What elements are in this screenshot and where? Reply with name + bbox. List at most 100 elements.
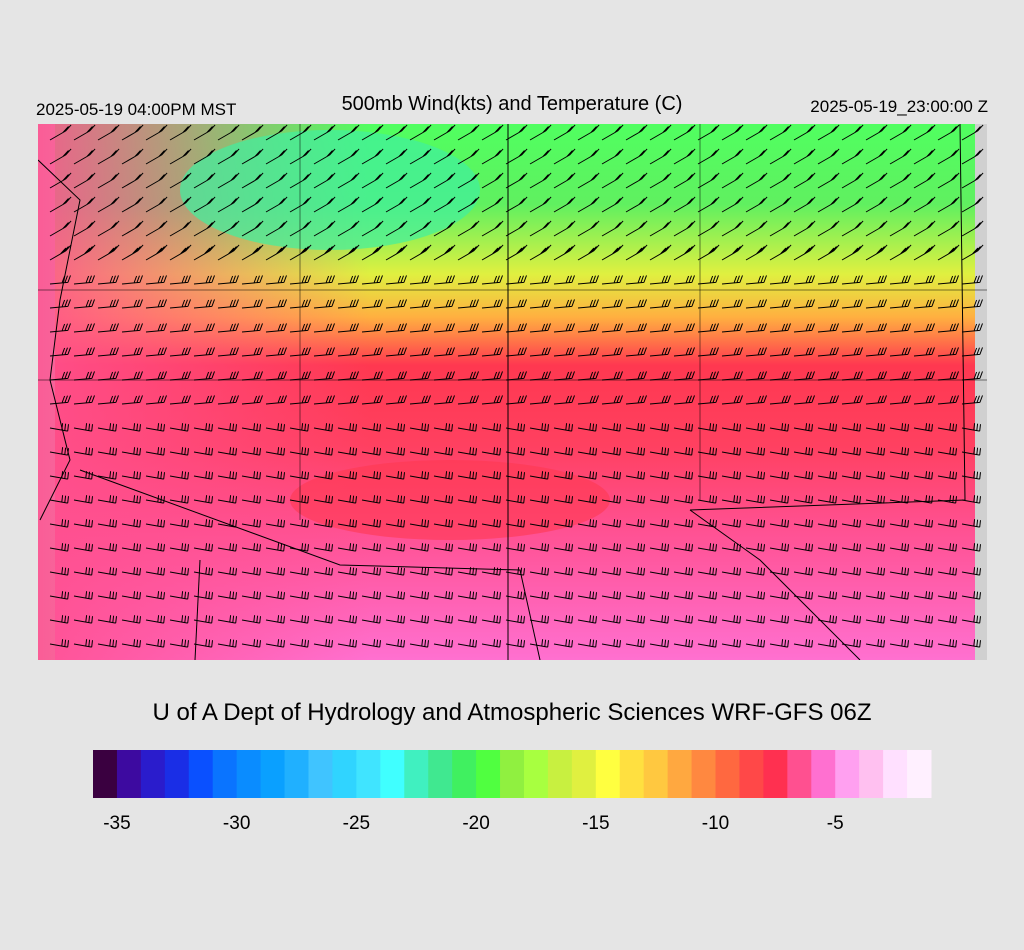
wind-barb <box>529 639 549 648</box>
wind-barb <box>577 591 597 600</box>
wind-barb <box>841 220 864 237</box>
wind-barb <box>241 172 264 189</box>
wind-barb <box>553 347 575 357</box>
wind-barb <box>265 275 287 285</box>
wind-barb <box>289 244 312 261</box>
colorbar-swatch <box>811 750 836 798</box>
wind-barb <box>313 543 333 552</box>
wind-barb <box>289 371 311 381</box>
colorbar-swatch <box>595 750 621 798</box>
wind-barb <box>889 244 912 261</box>
wind-barb <box>193 220 216 237</box>
colorbar-swatch <box>380 750 405 798</box>
wind-barb <box>937 347 959 357</box>
wind-barb <box>409 323 431 333</box>
wind-barb <box>49 323 71 333</box>
wind-barb <box>721 172 744 189</box>
wind-barb <box>961 371 983 381</box>
wind-barb <box>265 196 288 213</box>
wind-barb <box>937 299 959 309</box>
wind-barb <box>49 299 71 309</box>
wind-barb <box>481 371 503 381</box>
wind-barb <box>913 519 933 528</box>
wind-barb <box>121 447 141 456</box>
wind-barb <box>433 447 453 456</box>
wind-barb <box>697 395 719 405</box>
wind-barb <box>121 519 141 528</box>
wind-barb <box>73 196 96 213</box>
wind-barb <box>121 615 141 624</box>
wind-barb <box>841 567 861 576</box>
wind-barb <box>601 275 623 285</box>
wind-barb <box>49 639 69 648</box>
wind-barb <box>697 172 720 189</box>
wind-barb <box>577 172 600 189</box>
wind-barb <box>553 220 576 237</box>
wind-barb <box>625 124 648 141</box>
colorbar-swatch <box>763 750 788 798</box>
wind-barb <box>361 220 384 237</box>
wind-barb <box>361 275 383 285</box>
wind-barb <box>193 323 215 333</box>
wind-barb <box>433 615 453 624</box>
wind-barb <box>625 347 647 357</box>
wind-barb <box>457 423 477 432</box>
wind-barb <box>625 447 645 456</box>
wind-barb <box>193 447 213 456</box>
wind-barb <box>193 567 213 576</box>
wind-barb <box>337 567 357 576</box>
wind-barb <box>457 347 479 357</box>
wind-barb <box>577 495 597 504</box>
colorbar-swatch <box>883 750 908 798</box>
wind-barb <box>433 148 456 165</box>
wind-barb <box>169 591 189 600</box>
wind-barb <box>385 196 408 213</box>
wind-barb <box>385 423 405 432</box>
wind-barb <box>169 615 189 624</box>
wind-barb <box>457 275 479 285</box>
wind-barb <box>697 196 720 213</box>
wind-barb <box>745 220 768 237</box>
wind-barb <box>73 543 93 552</box>
wind-barb <box>649 220 672 237</box>
wind-barb <box>241 220 264 237</box>
wind-barb <box>937 323 959 333</box>
wind-barb <box>409 543 429 552</box>
wind-barb <box>73 519 93 528</box>
wind-barb <box>73 172 96 189</box>
wind-barb <box>217 519 237 528</box>
wind-barb <box>289 124 312 141</box>
wind-barb <box>745 323 767 333</box>
wind-barb <box>937 371 959 381</box>
wind-barb <box>793 471 813 480</box>
wind-barb <box>793 423 813 432</box>
map-title: 500mb Wind(kts) and Temperature (C) <box>342 93 683 115</box>
wind-barb <box>553 148 576 165</box>
wind-barb <box>745 639 765 648</box>
wind-barb <box>865 567 885 576</box>
wind-barb <box>841 124 864 141</box>
wind-barb <box>385 639 405 648</box>
wind-barb <box>169 447 189 456</box>
wind-barb <box>193 347 215 357</box>
wind-barb <box>145 124 168 141</box>
wind-barb <box>121 323 143 333</box>
wind-barb <box>313 471 333 480</box>
cold-core <box>180 130 480 250</box>
wind-barb <box>721 495 741 504</box>
wind-barb <box>913 615 933 624</box>
wind-barb <box>361 615 381 624</box>
wind-barb <box>313 615 333 624</box>
wind-barb <box>265 519 285 528</box>
wind-barb <box>649 275 671 285</box>
wind-barb <box>817 471 837 480</box>
colorbar-tick-label: -15 <box>582 813 609 834</box>
wind-barb <box>145 323 167 333</box>
wind-barb <box>745 495 765 504</box>
wind-barb <box>913 639 933 648</box>
wind-barb <box>337 615 357 624</box>
wind-barb <box>577 220 600 237</box>
wind-barb <box>505 495 525 504</box>
wind-barb <box>601 220 624 237</box>
wind-barb <box>769 196 792 213</box>
